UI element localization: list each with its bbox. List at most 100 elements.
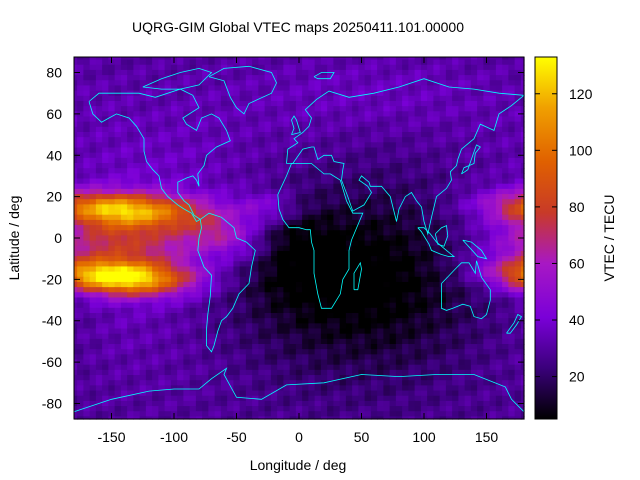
vtec-cell bbox=[377, 359, 384, 366]
vtec-cell bbox=[395, 85, 403, 92]
vtec-cell bbox=[108, 69, 116, 76]
vtec-cell bbox=[139, 390, 147, 397]
vtec-cell bbox=[508, 375, 516, 381]
vtec-cell bbox=[102, 85, 109, 92]
vtec-cell bbox=[133, 323, 141, 330]
vtec-cell bbox=[83, 312, 91, 319]
vtec-cell bbox=[74, 287, 78, 293]
vtec-cell bbox=[395, 395, 403, 402]
vtec-cell bbox=[202, 173, 209, 180]
vtec-cell bbox=[314, 183, 322, 190]
vtec-cell bbox=[127, 183, 134, 190]
vtec-cell bbox=[220, 204, 228, 211]
vtec-cell bbox=[308, 173, 316, 180]
vtec-cell bbox=[427, 157, 434, 164]
vtec-cell bbox=[345, 400, 353, 407]
vtec-cell bbox=[233, 183, 241, 190]
vtec-cell bbox=[433, 359, 441, 366]
vtec-cell bbox=[152, 400, 159, 407]
vtec-cell bbox=[83, 126, 91, 133]
vtec-cell bbox=[152, 338, 159, 345]
vtec-cell bbox=[389, 261, 397, 268]
vtec-cell bbox=[189, 204, 197, 211]
vtec-cell bbox=[189, 318, 197, 324]
vtec-cell bbox=[252, 292, 259, 299]
vtec-cell bbox=[245, 157, 253, 164]
vtec-cell bbox=[427, 137, 434, 143]
vtec-cell bbox=[170, 406, 178, 412]
vtec-cell bbox=[508, 354, 516, 361]
vtec-cell bbox=[83, 80, 91, 87]
vtec-cell bbox=[320, 323, 328, 330]
vtec-cell bbox=[277, 338, 284, 345]
vtec-cell bbox=[164, 209, 172, 216]
vtec-cell bbox=[120, 250, 128, 257]
vtec-cell bbox=[320, 209, 328, 216]
vtec-cell bbox=[477, 364, 484, 371]
vtec-cell bbox=[77, 276, 84, 283]
vtec-cell bbox=[183, 359, 191, 366]
vtec-cell bbox=[377, 57, 384, 61]
vtec-cell bbox=[489, 292, 497, 299]
vtec-cell bbox=[408, 199, 416, 205]
vtec-cell bbox=[270, 116, 278, 123]
vtec-cell bbox=[333, 199, 341, 205]
vtec-cell bbox=[108, 209, 116, 216]
vtec-cell bbox=[477, 80, 484, 87]
vtec-cell bbox=[302, 168, 309, 174]
vtec-cell bbox=[239, 302, 247, 309]
vtec-cell bbox=[108, 245, 116, 252]
vtec-cell bbox=[227, 85, 234, 92]
vtec-cell bbox=[383, 333, 391, 340]
vtec-cell bbox=[152, 116, 159, 123]
vtec-cell bbox=[408, 188, 416, 195]
vtec-cell bbox=[127, 137, 134, 143]
vtec-cell bbox=[164, 364, 172, 371]
vtec-cell bbox=[408, 209, 416, 216]
vtec-cell bbox=[164, 266, 172, 273]
vtec-cell bbox=[439, 281, 447, 288]
vtec-cell bbox=[170, 380, 178, 386]
vtec-cell bbox=[389, 214, 397, 221]
vtec-cell bbox=[408, 297, 416, 304]
vtec-cell bbox=[383, 116, 391, 123]
vtec-cell bbox=[227, 116, 234, 123]
vtec-cell bbox=[445, 385, 453, 392]
vtec-cell bbox=[445, 157, 453, 164]
vtec-cell bbox=[483, 225, 491, 231]
vtec-cell bbox=[458, 59, 466, 66]
vtec-cell bbox=[120, 209, 128, 216]
vtec-cell bbox=[177, 333, 184, 340]
vtec-cell bbox=[345, 204, 353, 211]
vtec-cell bbox=[358, 297, 366, 304]
vtec-cell bbox=[358, 390, 366, 397]
vtec-cell bbox=[483, 147, 491, 154]
vtec-cell bbox=[177, 276, 184, 283]
vtec-cell bbox=[164, 245, 172, 252]
vtec-cell bbox=[458, 385, 466, 392]
vtec-cell bbox=[358, 152, 366, 159]
vtec-cell bbox=[195, 338, 203, 345]
vtec-cell bbox=[283, 230, 291, 237]
vtec-cell bbox=[320, 157, 328, 164]
vtec-cell bbox=[120, 380, 128, 386]
vtec-cell bbox=[427, 261, 434, 268]
vtec-cell bbox=[352, 214, 359, 221]
vtec-cell bbox=[139, 111, 147, 118]
vtec-cell bbox=[308, 271, 316, 278]
vtec-cell bbox=[477, 338, 484, 345]
vtec-cell bbox=[508, 292, 516, 299]
vtec-cell bbox=[358, 204, 366, 211]
vtec-cell bbox=[183, 318, 191, 324]
vtec-cell bbox=[220, 178, 228, 185]
vtec-cell bbox=[158, 90, 166, 97]
vtec-cell bbox=[258, 256, 266, 262]
vtec-cell bbox=[264, 168, 272, 174]
vtec-cell bbox=[320, 333, 328, 340]
vtec-cell bbox=[245, 240, 253, 247]
vtec-cell bbox=[433, 261, 441, 268]
vtec-cell bbox=[170, 142, 178, 149]
vtec-cell bbox=[158, 375, 166, 381]
vtec-cell bbox=[377, 173, 384, 180]
vtec-cell bbox=[295, 338, 303, 345]
